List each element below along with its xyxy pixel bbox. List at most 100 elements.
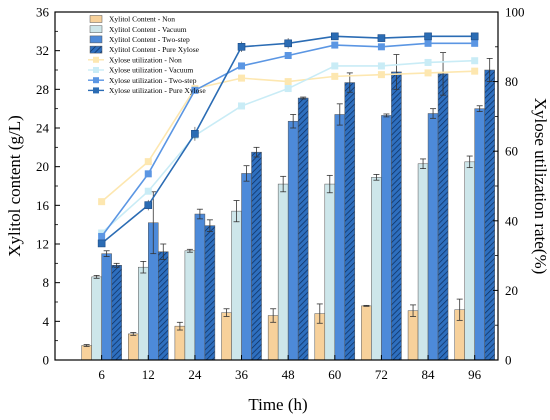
line-point-1-3 xyxy=(238,102,246,110)
line-point-0-0 xyxy=(98,198,106,206)
bar-2-7 xyxy=(427,113,439,361)
x-tick-label-8: 96 xyxy=(468,367,482,382)
line-point-0-3 xyxy=(238,74,246,82)
line-point-3-2 xyxy=(191,130,199,138)
legend-marker-5 xyxy=(93,67,99,73)
legend-label-5: Xylose utilization - Vacuum xyxy=(109,66,193,75)
bar-0-0 xyxy=(81,345,92,361)
x-tick-label-1: 12 xyxy=(142,367,155,382)
y-tick-label-2: 8 xyxy=(43,275,50,290)
bar-2-5 xyxy=(334,114,346,361)
line-point-2-3 xyxy=(238,62,246,70)
legend-marker-4 xyxy=(93,56,99,63)
legend-label-6: Xylose utilization - Two-step xyxy=(109,76,197,85)
y2-axis-title: Xylose utilization rate(%) xyxy=(531,98,550,275)
legend-label-2: Xylitol Content - Two-step xyxy=(109,35,190,44)
bar-1-6 xyxy=(371,177,382,361)
bar-0-6 xyxy=(361,305,372,361)
bar-1-3 xyxy=(231,210,242,361)
line-point-3-1 xyxy=(144,201,153,209)
x-tick-label-0: 6 xyxy=(98,367,105,382)
x-tick-label-7: 84 xyxy=(422,367,436,382)
bar-3-6 xyxy=(391,71,402,361)
line-point-3-7 xyxy=(424,32,432,41)
bar-2-3 xyxy=(241,173,252,361)
y-tick-label-7: 28 xyxy=(36,82,49,97)
legend-marker-6 xyxy=(93,77,99,84)
line-point-1-8 xyxy=(471,57,479,65)
line-point-2-6 xyxy=(377,43,385,51)
legend-swatch-3 xyxy=(89,45,103,54)
y-axis-title: Xylitol content (g/L) xyxy=(5,115,24,257)
line-point-0-8 xyxy=(471,67,479,75)
line-point-1-4 xyxy=(284,85,292,93)
y-tick-label-9: 36 xyxy=(36,5,50,20)
line-point-3-3 xyxy=(237,42,246,51)
bar-3-1 xyxy=(158,251,169,361)
line-point-0-5 xyxy=(331,72,339,80)
bar-0-2 xyxy=(174,325,186,361)
line-point-3-4 xyxy=(284,39,292,48)
y2-tick-label-2: 40 xyxy=(505,213,518,228)
y2-tick-label-0: 0 xyxy=(505,353,512,368)
legend-label-0: Xylitol Content - Non xyxy=(109,15,175,24)
y2-tick-label-4: 80 xyxy=(505,74,518,89)
y-tick-label-4: 16 xyxy=(36,198,50,213)
y2-tick-label-5: 100 xyxy=(505,5,525,20)
legend-label-7: Xylose utilization - Pure Xylose xyxy=(109,86,206,95)
bar-0-3 xyxy=(221,312,232,361)
legend-label-4: Xylose utilization - Non xyxy=(109,55,182,64)
bar-0-7 xyxy=(407,310,419,361)
bar-1-0 xyxy=(91,276,102,361)
y-tick-label-0: 0 xyxy=(43,353,50,368)
bar-1-7 xyxy=(417,163,429,361)
line-point-0-6 xyxy=(377,71,385,79)
bar-1-8 xyxy=(464,161,475,361)
line-point-3-5 xyxy=(330,32,339,41)
legend-swatch-0 xyxy=(89,15,103,23)
legend-marker-7 xyxy=(93,87,99,94)
x-tick-label-6: 72 xyxy=(375,367,388,382)
bar-3-7 xyxy=(437,73,449,361)
bar-2-6 xyxy=(381,115,392,361)
bar-3-4 xyxy=(297,97,309,361)
x-axis-title: Time (h) xyxy=(248,395,307,414)
legend-swatch-2 xyxy=(89,35,103,44)
bar-3-0 xyxy=(111,265,122,361)
y2-tick-label-3: 60 xyxy=(505,144,518,159)
y-tick-label-6: 24 xyxy=(36,121,50,136)
line-point-0-4 xyxy=(284,78,292,86)
line-point-1-7 xyxy=(424,58,432,66)
line-point-1-6 xyxy=(377,62,385,70)
y2-tick-label-1: 20 xyxy=(505,283,518,298)
y-tick-label-1: 4 xyxy=(43,314,50,329)
line-point-2-7 xyxy=(424,39,432,47)
bar-1-2 xyxy=(184,250,196,361)
line-point-2-4 xyxy=(284,52,292,59)
x-tick-label-4: 48 xyxy=(282,367,295,382)
line-point-3-6 xyxy=(377,34,386,42)
y-tick-label-8: 32 xyxy=(36,43,49,58)
line-point-2-1 xyxy=(144,170,152,178)
bar-1-5 xyxy=(324,183,336,361)
line-point-2-8 xyxy=(471,39,479,47)
bar-3-5 xyxy=(344,82,356,361)
y-tick-label-3: 12 xyxy=(36,237,49,252)
bar-2-0 xyxy=(101,253,112,361)
bar-2-8 xyxy=(474,108,485,361)
line-point-1-5 xyxy=(331,62,339,70)
bar-3-8 xyxy=(484,69,495,361)
bar-1-1 xyxy=(138,266,149,361)
bar-1-4 xyxy=(277,183,289,361)
x-tick-label-3: 36 xyxy=(235,367,249,382)
line-point-2-0 xyxy=(98,232,106,240)
line-point-2-5 xyxy=(331,41,339,49)
x-tick-label-5: 60 xyxy=(328,367,341,382)
legend-swatch-1 xyxy=(89,25,103,33)
line-point-3-8 xyxy=(470,32,479,41)
line-point-3-0 xyxy=(97,239,106,248)
line-point-2-2 xyxy=(191,86,199,94)
bar-0-1 xyxy=(128,333,139,361)
bar-3-3 xyxy=(251,151,262,361)
